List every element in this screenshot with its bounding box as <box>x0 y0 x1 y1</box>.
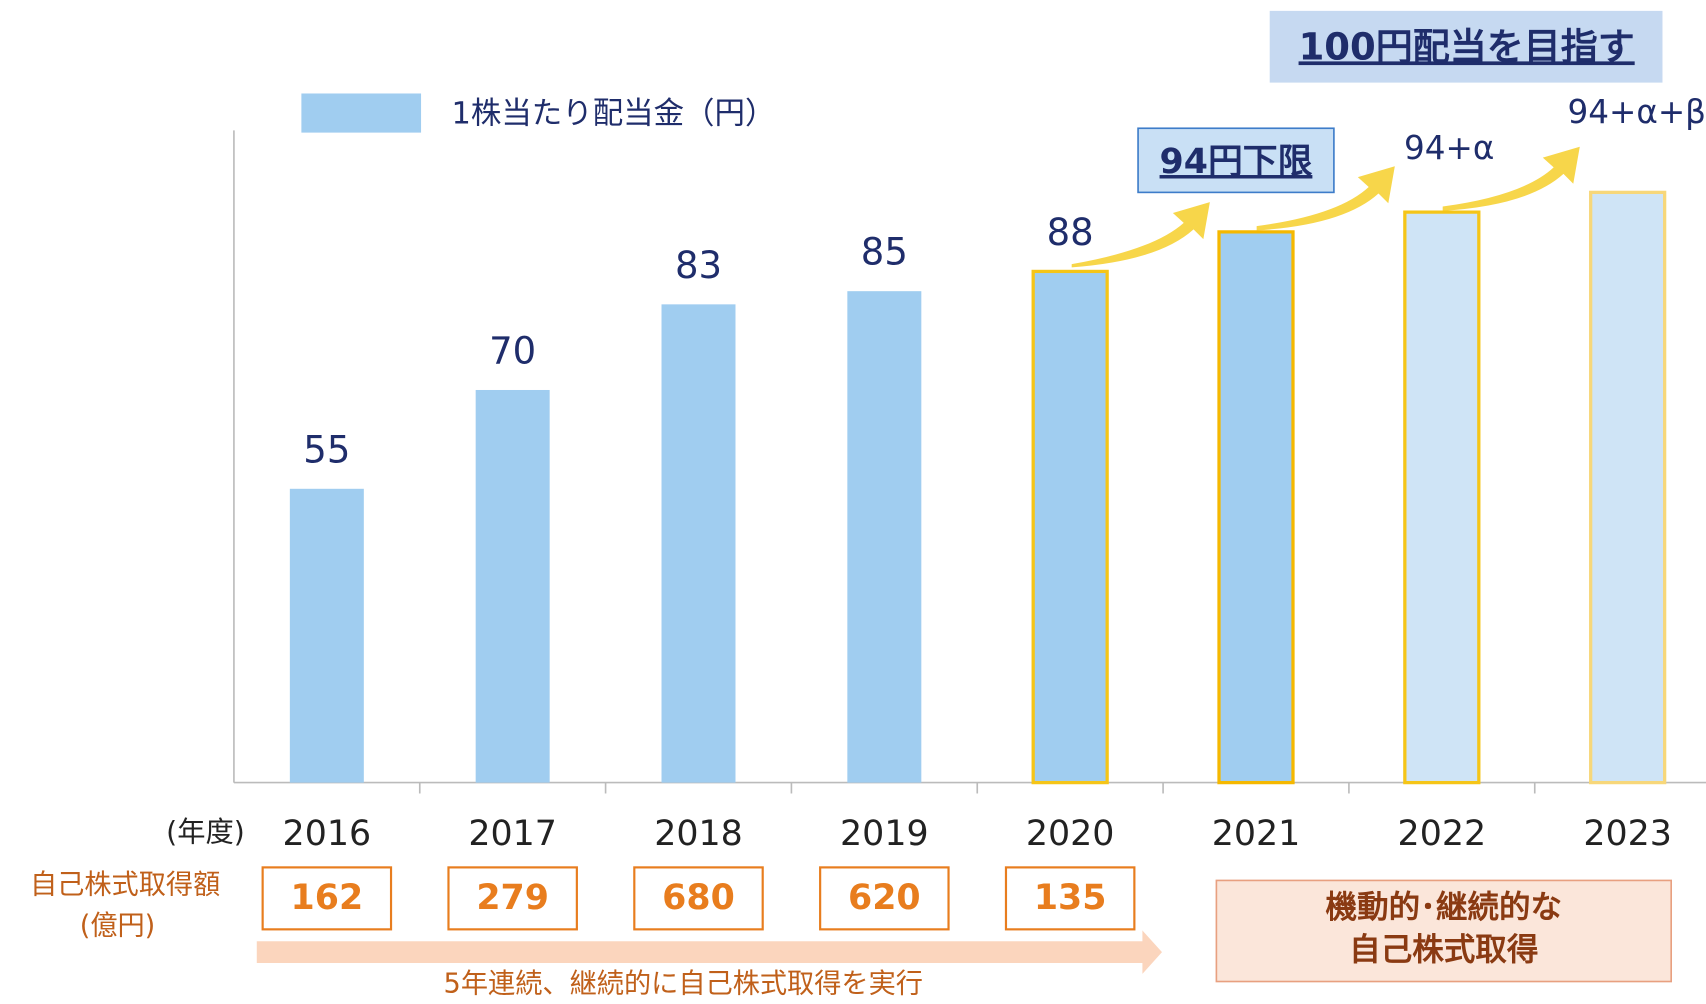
target-text: 100円配当を目指す <box>1299 25 1635 68</box>
buyback-value: 162 <box>291 878 364 918</box>
buyback-value: 279 <box>476 878 549 918</box>
bar <box>289 488 364 783</box>
buyback-label: 自己株式取得額 <box>30 869 220 900</box>
buyback-box <box>633 866 764 931</box>
target-box <box>1269 10 1663 83</box>
bar <box>1217 230 1295 785</box>
growth-arrows <box>1071 146 1580 268</box>
future-box <box>1215 879 1672 983</box>
value-label: 55 <box>303 428 350 471</box>
bar <box>1403 210 1481 785</box>
legend-swatch <box>301 93 422 133</box>
value-label: 85 <box>861 231 908 274</box>
x-tick-label: 2021 <box>1212 814 1301 854</box>
plus-ab-label: 94+α+β <box>1567 93 1706 131</box>
buyback-box <box>447 866 578 931</box>
buyback-box <box>819 866 950 931</box>
value-label: 88 <box>1047 211 1094 254</box>
x-tick-label: 2018 <box>654 814 743 854</box>
floor-text: 94円下限 <box>1160 142 1313 182</box>
value-label: 70 <box>489 330 536 373</box>
legend-text: 1株当たり配当金（円） <box>452 97 776 132</box>
value-label: 83 <box>675 244 722 287</box>
x-tick-label: 2016 <box>283 814 372 854</box>
floor-box <box>1137 127 1335 194</box>
future-text: 機動的･継続的な <box>1326 890 1562 926</box>
buyback-box <box>261 866 393 931</box>
x-tick-label: 2023 <box>1583 814 1672 854</box>
x-tick-label: 2017 <box>468 814 557 854</box>
plus-a-label: 94+α <box>1404 129 1494 167</box>
x-axis-label: (年度) <box>166 816 245 849</box>
buyback-box <box>1004 866 1136 931</box>
future-text: 自己株式取得 <box>1349 932 1538 968</box>
bar <box>1031 269 1109 785</box>
bar <box>1589 190 1667 785</box>
x-tick-label: 2019 <box>840 814 929 854</box>
buyback-value: 620 <box>848 878 921 918</box>
bar <box>847 291 922 783</box>
buyback-arrow <box>256 930 1162 974</box>
x-tick-label: 2022 <box>1398 814 1487 854</box>
buyback-unit: (億円) <box>80 911 156 942</box>
bar <box>475 389 550 783</box>
bar <box>661 304 736 783</box>
buyback-value: 680 <box>662 878 735 918</box>
buyback-note: 5年連続、継続的に自己株式取得を実行 <box>444 968 923 999</box>
x-tick-label: 2020 <box>1026 814 1115 854</box>
buyback-value: 135 <box>1034 878 1107 918</box>
